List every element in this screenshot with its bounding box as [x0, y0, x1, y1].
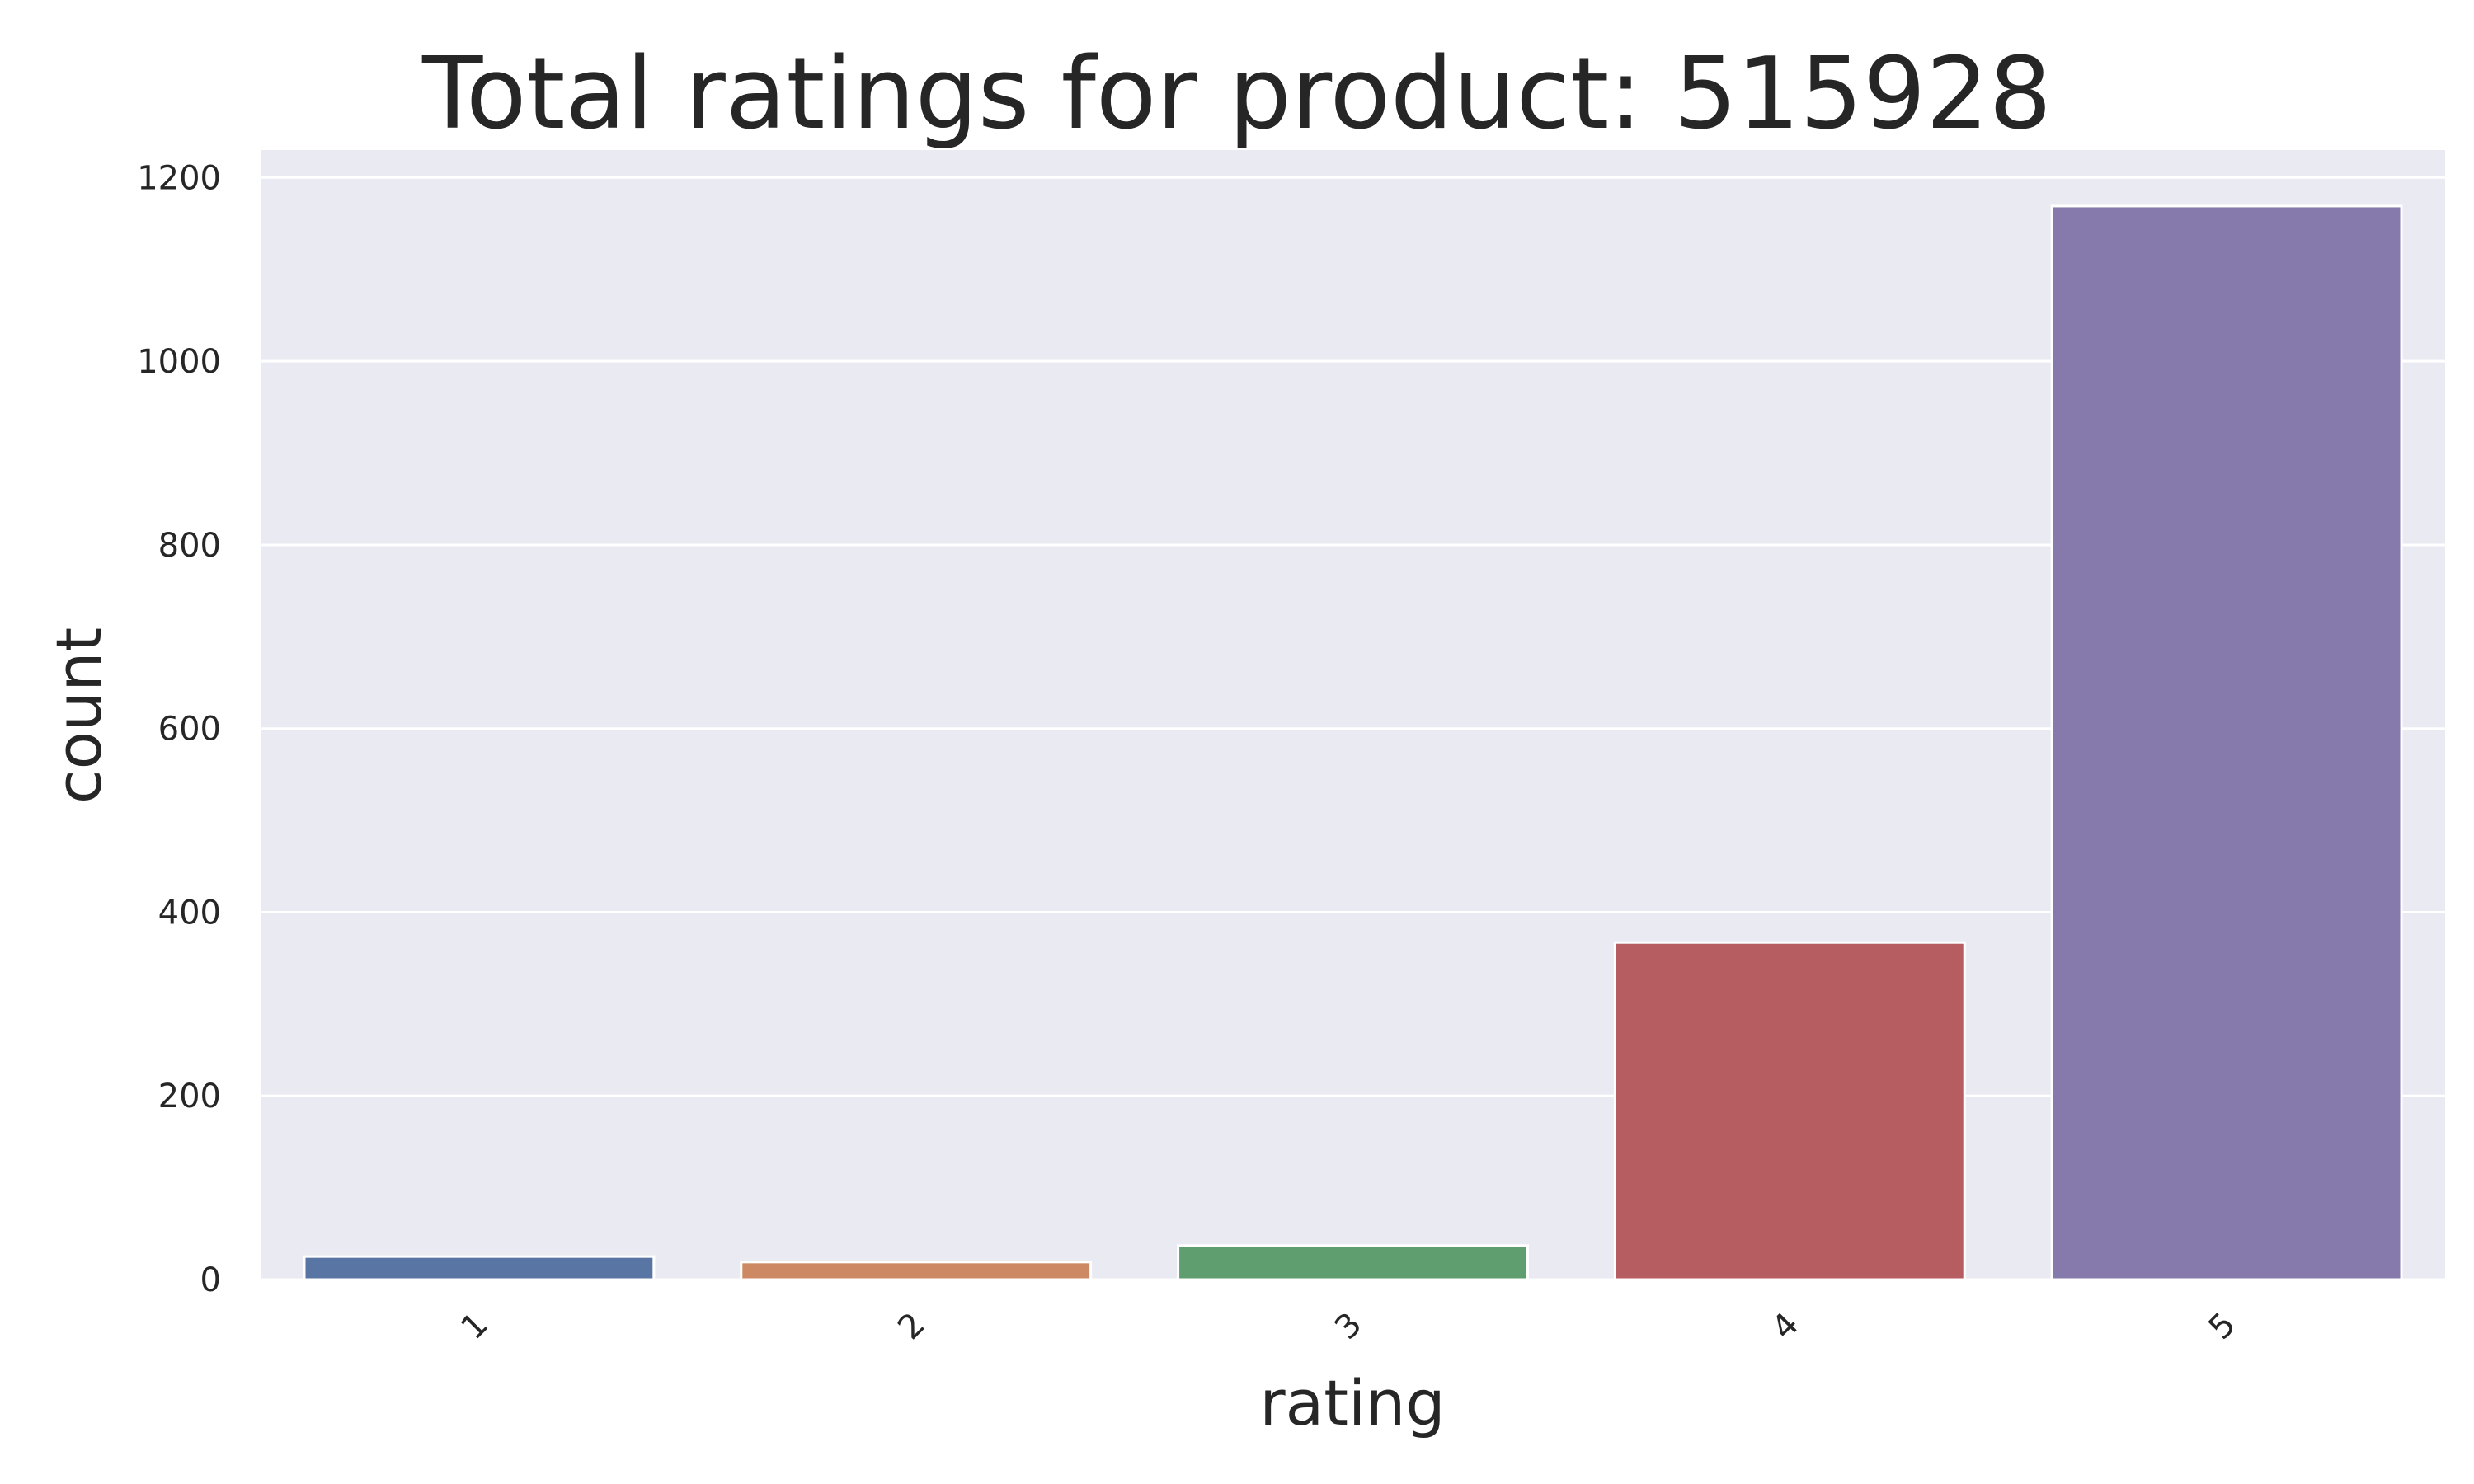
y-tick-label: 800	[158, 527, 221, 565]
x-tick-label: 2	[891, 1305, 933, 1347]
y-tick-label: 600	[158, 711, 221, 749]
y-axis-label: count	[42, 627, 115, 804]
bar-rating-1	[303, 1255, 656, 1281]
bars	[303, 204, 2403, 1281]
x-tick-label: 1	[454, 1305, 496, 1347]
y-tick-label: 200	[158, 1078, 221, 1115]
x-axis-label: rating	[1259, 1366, 1445, 1439]
y-tick-label: 1000	[137, 343, 221, 381]
x-tick-label: 5	[2202, 1305, 2244, 1347]
bar-rating-4	[1613, 941, 1966, 1281]
y-tick-label: 400	[158, 894, 221, 932]
y-tick-label: 0	[200, 1261, 221, 1299]
chart-title: Total ratings for product: 515928	[421, 37, 2052, 152]
bar-rating-2	[740, 1261, 1093, 1281]
x-tick-labels: 1 2 3 4 5	[454, 1305, 2243, 1347]
bar-rating-5	[2050, 204, 2403, 1281]
x-tick-label: 3	[1328, 1305, 1370, 1347]
y-tick-labels: 0 200 400 600 800 1000 1200	[137, 159, 221, 1299]
x-tick-label: 4	[1765, 1305, 1807, 1347]
y-tick-label: 1200	[137, 159, 221, 197]
bar-rating-3	[1177, 1244, 1529, 1281]
